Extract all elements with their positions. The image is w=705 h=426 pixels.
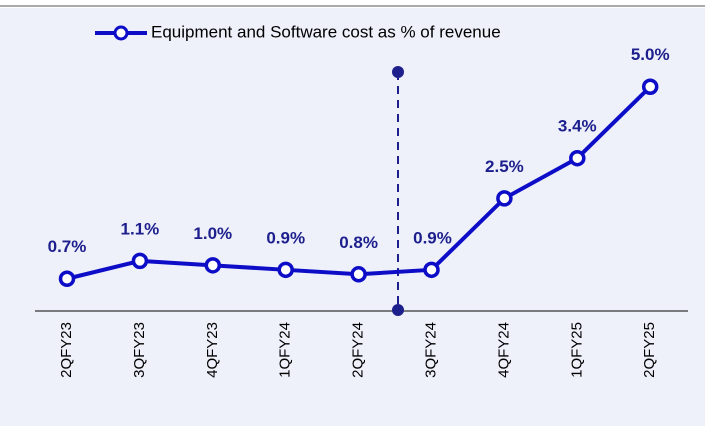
x-tick-label: 1QFY25 <box>568 322 585 378</box>
x-tick-label: 4QFY24 <box>495 322 512 378</box>
point <box>350 266 367 283</box>
x-tick-label: 4QFY23 <box>204 322 221 378</box>
divider-dot <box>392 304 404 316</box>
data-label: 3.4% <box>558 117 597 136</box>
data-label: 5.0% <box>631 45 670 64</box>
x-tick-label: 2QFY25 <box>641 322 658 378</box>
data-label: 0.8% <box>339 233 378 252</box>
point <box>641 78 659 95</box>
data-label: 2.5% <box>485 157 524 176</box>
point <box>204 257 222 274</box>
point <box>569 149 586 167</box>
x-tick-label: 3QFY24 <box>422 322 439 378</box>
plot-background <box>0 8 705 426</box>
x-tick-label: 1QFY24 <box>277 322 294 378</box>
x-tick-label: 3QFY23 <box>131 322 148 378</box>
data-label: 0.9% <box>413 228 452 247</box>
data-label: 0.9% <box>266 228 305 247</box>
x-tick-label: 2QFY24 <box>350 322 367 378</box>
legend-marker <box>113 25 129 41</box>
point <box>496 190 513 207</box>
data-label: 0.7% <box>48 237 87 256</box>
point <box>423 261 440 279</box>
divider-dot <box>392 66 404 78</box>
point <box>58 270 76 287</box>
data-label: 1.1% <box>121 219 160 238</box>
legend-label: Equipment and Software cost as % of reve… <box>151 22 501 41</box>
point <box>131 252 149 270</box>
point <box>277 261 294 279</box>
x-tick-label: 2QFY23 <box>58 322 75 378</box>
data-label: 1.0% <box>193 224 232 243</box>
